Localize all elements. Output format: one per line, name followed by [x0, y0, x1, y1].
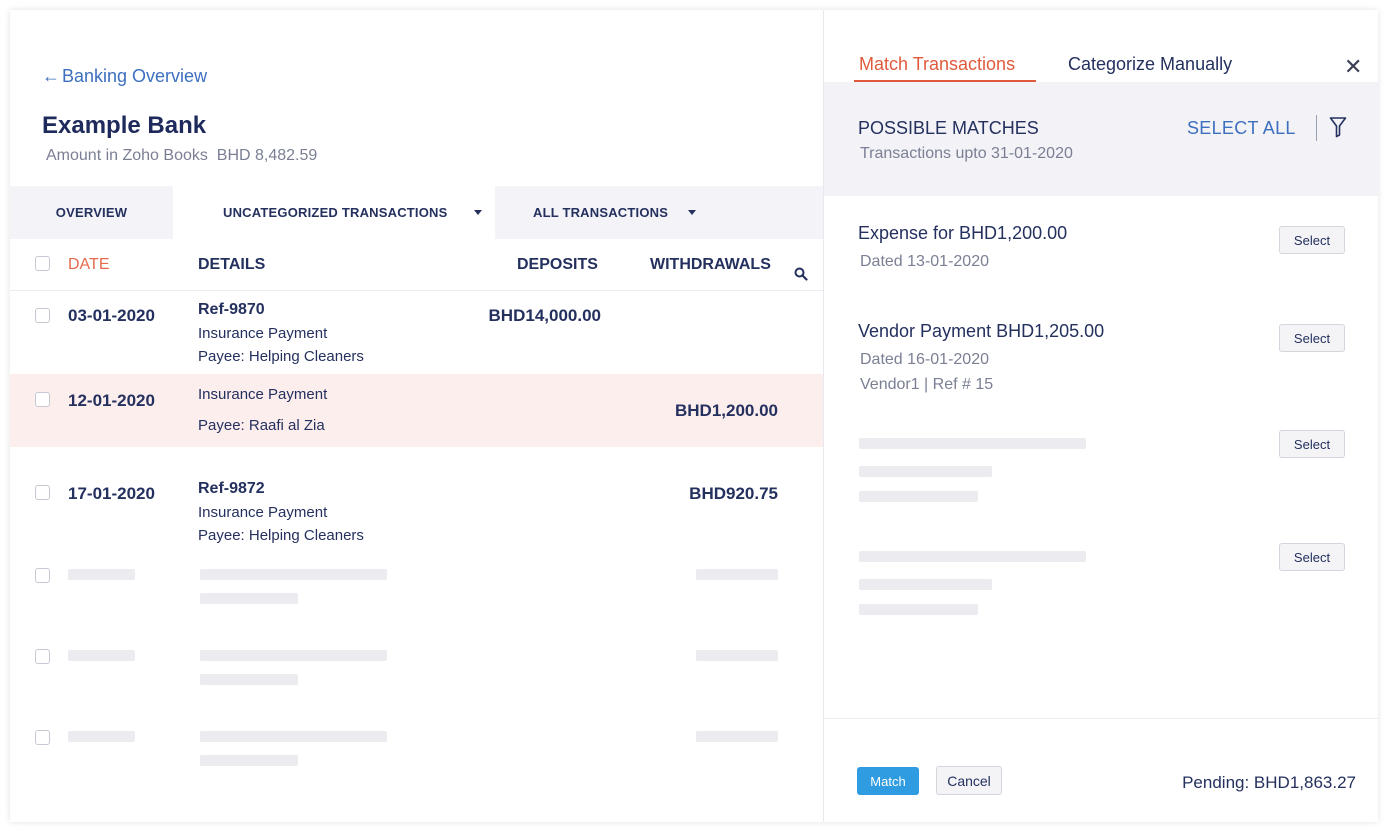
amount-label: Amount in Zoho Books [46, 147, 208, 164]
caret-down-icon [473, 210, 482, 215]
skeleton-bar [859, 551, 1086, 562]
pending-amount: Pending: BHD1,863.27 [1182, 773, 1356, 792]
filter-icon[interactable] [1329, 116, 1347, 138]
row-desc: Insurance Payment [198, 386, 328, 403]
transaction-tabs: OVERVIEW UNCATEGORIZED TRANSACTIONS ALL … [10, 186, 823, 239]
skeleton-bar [200, 650, 387, 661]
skeleton-bar [200, 593, 298, 604]
tab-categorize-manually[interactable]: Categorize Manually [1068, 54, 1233, 74]
divider [824, 718, 1379, 719]
skeleton-bar [696, 731, 778, 742]
close-icon[interactable]: ✕ [1344, 54, 1363, 79]
skeleton-bar [859, 579, 992, 590]
row-withdrawal: BHD920.75 [689, 484, 778, 503]
back-link-label: Banking Overview [62, 66, 208, 86]
skeleton-bar [200, 569, 387, 580]
select-all-checkbox[interactable] [35, 256, 50, 271]
match-date: Dated 13-01-2020 [860, 253, 989, 270]
row-deposit: BHD14,000.00 [488, 306, 601, 325]
row-desc: Insurance Payment [198, 325, 328, 342]
table-row[interactable]: 12-01-2020 Insurance Payment Payee: Raaf… [10, 374, 823, 447]
column-date[interactable]: DATE [68, 256, 110, 273]
skeleton-bar [200, 731, 387, 742]
active-tab-indicator [854, 80, 1036, 82]
transactions-pane: ← Banking Overview Example Bank Amount i… [10, 10, 823, 822]
row-payee: Payee: Raafi al Zia [198, 417, 325, 434]
tab-all-transactions-label: ALL TRANSACTIONS [533, 205, 669, 220]
amount-summary: Amount in Zoho Books BHD 8,482.59 [46, 147, 317, 165]
match-vendor-ref: Vendor1 | Ref # 15 [860, 376, 994, 393]
column-withdrawals: WITHDRAWALS [650, 256, 771, 273]
placeholder-row [10, 643, 823, 713]
table-header: DATE DETAILS DEPOSITS WITHDRAWALS [10, 239, 823, 291]
column-deposits: DEPOSITS [517, 256, 598, 273]
row-date: 03-01-2020 [68, 306, 155, 325]
placeholder-row [10, 724, 823, 794]
tab-overview[interactable]: OVERVIEW [10, 186, 173, 239]
skeleton-bar [859, 438, 1086, 449]
row-ref: Ref-9870 [198, 301, 265, 318]
amount-value: BHD 8,482.59 [216, 147, 318, 164]
search-icon[interactable] [794, 267, 808, 281]
possible-matches-subtitle: Transactions upto 31-01-2020 [860, 145, 1073, 162]
row-payee: Payee: Helping Cleaners [198, 348, 364, 365]
skeleton-bar [696, 650, 778, 661]
select-button[interactable]: Select [1279, 324, 1345, 352]
divider [1316, 115, 1317, 141]
select-button[interactable]: Select [1279, 543, 1345, 571]
row-checkbox[interactable] [35, 568, 50, 583]
caret-down-icon [688, 210, 697, 215]
skeleton-bar [859, 491, 978, 502]
column-details: DETAILS [198, 256, 266, 273]
tab-overview-label: OVERVIEW [55, 205, 128, 220]
skeleton-bar [696, 569, 778, 580]
row-desc: Insurance Payment [198, 504, 328, 521]
skeleton-bar [859, 466, 992, 477]
tab-uncategorized[interactable]: UNCATEGORIZED TRANSACTIONS [173, 186, 495, 239]
table-row[interactable]: 17-01-2020 Ref-9872 Insurance Payment Pa… [10, 460, 823, 546]
skeleton-bar [859, 604, 978, 615]
match-button[interactable]: Match [857, 767, 919, 795]
row-checkbox[interactable] [35, 649, 50, 664]
row-ref: Ref-9872 [198, 480, 265, 497]
page-title: Example Bank [42, 112, 207, 139]
back-link[interactable]: ← Banking Overview [42, 66, 207, 87]
skeleton-bar [68, 569, 135, 580]
row-date: 17-01-2020 [68, 484, 155, 503]
skeleton-bar [200, 755, 298, 766]
tab-match-transactions[interactable]: Match Transactions [859, 54, 1016, 74]
row-payee: Payee: Helping Cleaners [198, 527, 364, 544]
match-panel: Match Transactions Categorize Manually ✕… [823, 10, 1379, 822]
tab-uncategorized-label: UNCATEGORIZED TRANSACTIONS [223, 205, 448, 220]
skeleton-bar [200, 674, 298, 685]
row-checkbox[interactable] [35, 485, 50, 500]
select-all-link[interactable]: SELECT ALL [1187, 118, 1296, 138]
row-date: 12-01-2020 [68, 391, 155, 410]
row-checkbox[interactable] [35, 730, 50, 745]
cancel-button[interactable]: Cancel [936, 766, 1002, 795]
row-checkbox[interactable] [35, 392, 50, 407]
skeleton-bar [68, 650, 135, 661]
table-row[interactable]: 03-01-2020 Ref-9870 Insurance Payment Pa… [10, 292, 823, 374]
app-window: ← Banking Overview Example Bank Amount i… [10, 10, 1379, 822]
match-title: Vendor Payment BHD1,205.00 [858, 321, 1105, 341]
arrow-left-icon: ← [42, 66, 60, 86]
possible-matches-header: POSSIBLE MATCHES Transactions upto 31-01… [824, 82, 1379, 196]
placeholder-row [10, 562, 823, 632]
tab-all-transactions[interactable]: ALL TRANSACTIONS [495, 186, 755, 239]
row-withdrawal: BHD1,200.00 [674, 401, 778, 420]
match-date: Dated 16-01-2020 [860, 351, 989, 368]
select-button[interactable]: Select [1279, 430, 1345, 458]
select-button[interactable]: Select [1279, 226, 1345, 254]
skeleton-bar [68, 731, 135, 742]
match-title: Expense for BHD1,200.00 [858, 223, 1068, 243]
row-checkbox[interactable] [35, 308, 50, 323]
possible-matches-title: POSSIBLE MATCHES [858, 118, 1039, 138]
